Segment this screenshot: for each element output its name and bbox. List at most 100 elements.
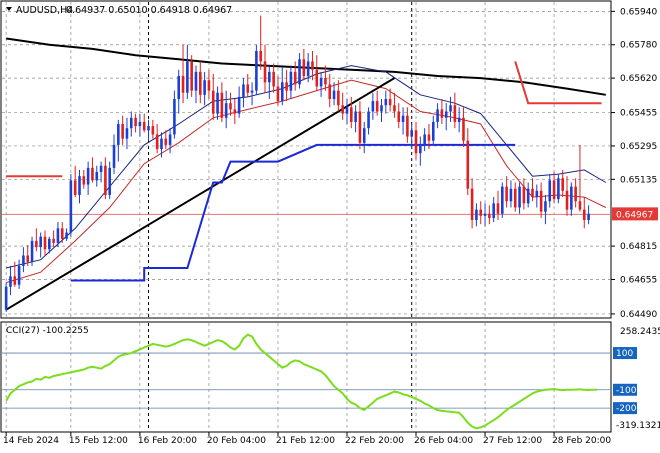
candle-body bbox=[285, 82, 288, 91]
candle-body bbox=[324, 78, 327, 85]
candle-body bbox=[164, 138, 168, 145]
candle-body bbox=[509, 188, 513, 202]
candle-body bbox=[186, 61, 189, 93]
cci-panel-frame bbox=[0, 321, 612, 433]
candle-body bbox=[496, 203, 500, 214]
candle-body bbox=[168, 134, 172, 145]
candle-body bbox=[557, 178, 560, 200]
time-label: 14 Feb 2024 bbox=[3, 436, 59, 446]
candle-body bbox=[315, 69, 319, 87]
candle-body bbox=[142, 121, 146, 131]
candle-body bbox=[82, 176, 86, 185]
price-tick-label: 0.65620 bbox=[620, 74, 657, 84]
candle-body bbox=[268, 71, 271, 83]
candle-body bbox=[350, 107, 353, 122]
indicator-layer bbox=[2, 37, 610, 311]
candle-body bbox=[470, 188, 474, 221]
candle-body bbox=[56, 228, 60, 243]
candle-body bbox=[207, 80, 211, 91]
candle-body bbox=[78, 176, 81, 195]
candle-body bbox=[129, 117, 133, 129]
cci-max-label: 258.2435 bbox=[620, 327, 660, 337]
candle-body bbox=[427, 134, 431, 141]
price-axis: 0.65940 0.65780 0.65620 0.65455 0.65295 0.651… bbox=[611, 7, 658, 320]
candle-body bbox=[73, 180, 77, 195]
candle-body bbox=[117, 124, 120, 145]
candle-body bbox=[289, 71, 293, 91]
candle-body bbox=[513, 188, 517, 208]
candle-body bbox=[371, 101, 375, 112]
candle-body bbox=[388, 98, 392, 106]
ma-navy-line bbox=[6, 65, 607, 269]
candle-body bbox=[104, 165, 107, 195]
candle-body bbox=[147, 126, 150, 131]
price-tick-label: 0.65295 bbox=[620, 142, 657, 152]
candle-body bbox=[539, 190, 543, 212]
candle-body bbox=[48, 238, 51, 250]
current-price-badge bbox=[612, 207, 658, 221]
candle-body bbox=[488, 213, 491, 218]
candle-body bbox=[250, 90, 254, 93]
candle-body bbox=[95, 172, 99, 181]
candle-body bbox=[552, 180, 556, 200]
price-tick-label: 0.64655 bbox=[620, 275, 657, 285]
candle-body bbox=[397, 111, 401, 122]
candle-body bbox=[263, 61, 267, 83]
candle-body bbox=[561, 178, 564, 191]
candle-body bbox=[199, 71, 202, 95]
candle-body bbox=[151, 126, 155, 135]
candle-body bbox=[531, 188, 534, 198]
candle-body bbox=[431, 121, 435, 141]
trendline bbox=[5, 77, 395, 311]
candle-body bbox=[43, 236, 47, 250]
candle-body bbox=[155, 134, 159, 150]
candle-body bbox=[578, 201, 582, 210]
candle-body bbox=[190, 61, 193, 91]
time-label: 28 Feb 20:00 bbox=[552, 436, 611, 446]
candle-body bbox=[337, 90, 340, 106]
candle-body bbox=[173, 98, 176, 135]
candle-body bbox=[298, 59, 301, 85]
candles bbox=[4, 15, 590, 312]
candle-body bbox=[246, 84, 250, 93]
candle-body bbox=[272, 71, 275, 87]
candle-body bbox=[319, 78, 323, 87]
candle-body bbox=[13, 276, 17, 285]
candle-body bbox=[121, 124, 124, 139]
candle-body bbox=[505, 186, 508, 202]
candle-body bbox=[444, 111, 448, 118]
candle-body bbox=[60, 228, 64, 239]
candle-body bbox=[255, 50, 258, 91]
cci-label: CCI(27) -100.2255 bbox=[6, 326, 89, 336]
candle-body bbox=[276, 86, 280, 102]
candle-body bbox=[69, 180, 73, 233]
candle-body bbox=[544, 201, 547, 212]
candle-body bbox=[535, 190, 539, 198]
candle-body bbox=[440, 109, 444, 118]
candle-body bbox=[587, 213, 590, 221]
time-label: 21 Feb 12:00 bbox=[276, 436, 335, 446]
price-tick-label: 0.65455 bbox=[620, 109, 657, 119]
candle-body bbox=[436, 109, 439, 122]
candle-body bbox=[341, 105, 344, 114]
candle-body bbox=[384, 98, 388, 106]
candle-body bbox=[9, 276, 12, 287]
cci-min-label: -319.1321 bbox=[616, 421, 660, 431]
cci-level-badge bbox=[613, 383, 637, 396]
candle-body bbox=[574, 186, 577, 202]
candle-body bbox=[570, 186, 573, 210]
candle-body bbox=[449, 105, 452, 112]
candle-body bbox=[65, 232, 68, 239]
cci-line bbox=[5, 333, 598, 430]
time-label: 20 Feb 04:00 bbox=[207, 436, 266, 446]
price-tick-label: 0.64815 bbox=[620, 242, 657, 252]
candle-body bbox=[414, 130, 418, 154]
candle-body bbox=[345, 107, 349, 114]
candle-body bbox=[39, 236, 42, 248]
candle-body bbox=[466, 140, 470, 189]
triangle-down-icon[interactable] bbox=[6, 7, 12, 11]
cci-indicator: 100 -100 -200 258.2435 -319.1321 bbox=[2, 327, 660, 431]
candle-body bbox=[17, 265, 21, 285]
candle-body bbox=[233, 109, 237, 114]
